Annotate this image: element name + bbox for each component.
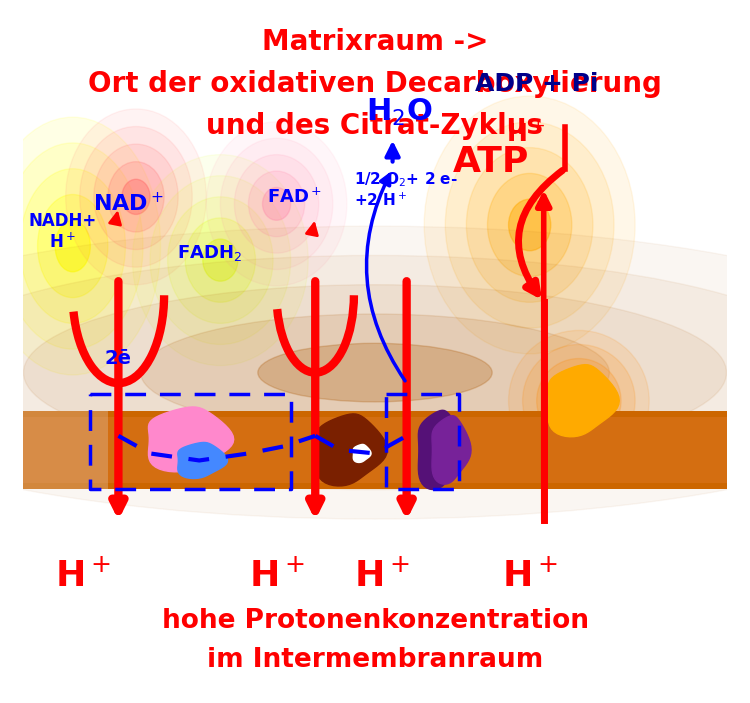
Ellipse shape bbox=[23, 285, 727, 460]
Ellipse shape bbox=[262, 188, 291, 220]
Ellipse shape bbox=[424, 96, 635, 354]
Ellipse shape bbox=[466, 148, 593, 302]
Ellipse shape bbox=[108, 162, 164, 232]
Text: H$_2$O: H$_2$O bbox=[366, 97, 433, 128]
Polygon shape bbox=[419, 411, 464, 489]
Polygon shape bbox=[353, 444, 371, 463]
Ellipse shape bbox=[133, 155, 308, 366]
FancyBboxPatch shape bbox=[23, 417, 727, 483]
Ellipse shape bbox=[56, 220, 90, 272]
Ellipse shape bbox=[2, 143, 143, 349]
Ellipse shape bbox=[0, 117, 160, 375]
Ellipse shape bbox=[206, 122, 347, 286]
Text: hohe Protonenkonzentration: hohe Protonenkonzentration bbox=[161, 608, 589, 634]
Text: ADP + Pi: ADP + Pi bbox=[475, 72, 598, 96]
Text: FADH$_2$: FADH$_2$ bbox=[177, 243, 242, 263]
Text: NAD$^+$: NAD$^+$ bbox=[94, 192, 164, 216]
Ellipse shape bbox=[185, 218, 256, 302]
Ellipse shape bbox=[202, 239, 238, 281]
Text: Matrixraum ->: Matrixraum -> bbox=[262, 28, 488, 56]
Text: FAD$^+$: FAD$^+$ bbox=[267, 187, 322, 207]
Ellipse shape bbox=[0, 226, 750, 519]
Polygon shape bbox=[178, 442, 227, 479]
Ellipse shape bbox=[523, 344, 635, 457]
Text: H$^+$: H$^+$ bbox=[506, 121, 546, 146]
Ellipse shape bbox=[509, 199, 550, 251]
Ellipse shape bbox=[20, 169, 125, 323]
Ellipse shape bbox=[150, 176, 291, 344]
Polygon shape bbox=[316, 414, 387, 486]
FancyBboxPatch shape bbox=[23, 411, 108, 489]
Ellipse shape bbox=[235, 155, 319, 253]
FancyBboxPatch shape bbox=[23, 411, 727, 489]
Ellipse shape bbox=[258, 343, 492, 402]
Ellipse shape bbox=[94, 144, 178, 250]
Ellipse shape bbox=[80, 127, 192, 267]
Ellipse shape bbox=[565, 387, 593, 415]
Text: Ort der oxidativen Decarboxylierung: Ort der oxidativen Decarboxylierung bbox=[88, 70, 662, 98]
Text: H$^+$: H$^+$ bbox=[56, 559, 111, 594]
Text: H$^+$: H$^+$ bbox=[249, 559, 304, 594]
Ellipse shape bbox=[488, 174, 572, 276]
Text: ATP: ATP bbox=[453, 145, 530, 179]
Text: im Intermembranraum: im Intermembranraum bbox=[207, 647, 543, 673]
Ellipse shape bbox=[122, 179, 150, 214]
Ellipse shape bbox=[550, 373, 607, 429]
Ellipse shape bbox=[248, 171, 304, 237]
Text: 1/2 O$_2$+ 2 e-
+2 H$^+$: 1/2 O$_2$+ 2 e- +2 H$^+$ bbox=[354, 170, 458, 209]
Ellipse shape bbox=[167, 197, 273, 323]
Polygon shape bbox=[548, 365, 620, 437]
Ellipse shape bbox=[446, 122, 614, 328]
Ellipse shape bbox=[220, 138, 333, 269]
Text: NADH+
H$^+$: NADH+ H$^+$ bbox=[28, 212, 96, 252]
Text: H$^+$: H$^+$ bbox=[502, 559, 557, 594]
Ellipse shape bbox=[66, 109, 206, 285]
Polygon shape bbox=[148, 407, 234, 472]
Ellipse shape bbox=[141, 314, 609, 431]
Ellipse shape bbox=[0, 255, 750, 490]
Ellipse shape bbox=[509, 330, 650, 471]
Text: H$^+$: H$^+$ bbox=[354, 559, 410, 594]
Text: und des Citrat-Zyklus: und des Citrat-Zyklus bbox=[206, 112, 544, 141]
Ellipse shape bbox=[38, 195, 108, 297]
Ellipse shape bbox=[537, 359, 621, 443]
Polygon shape bbox=[432, 415, 471, 484]
Text: 2ē: 2ē bbox=[105, 349, 132, 368]
